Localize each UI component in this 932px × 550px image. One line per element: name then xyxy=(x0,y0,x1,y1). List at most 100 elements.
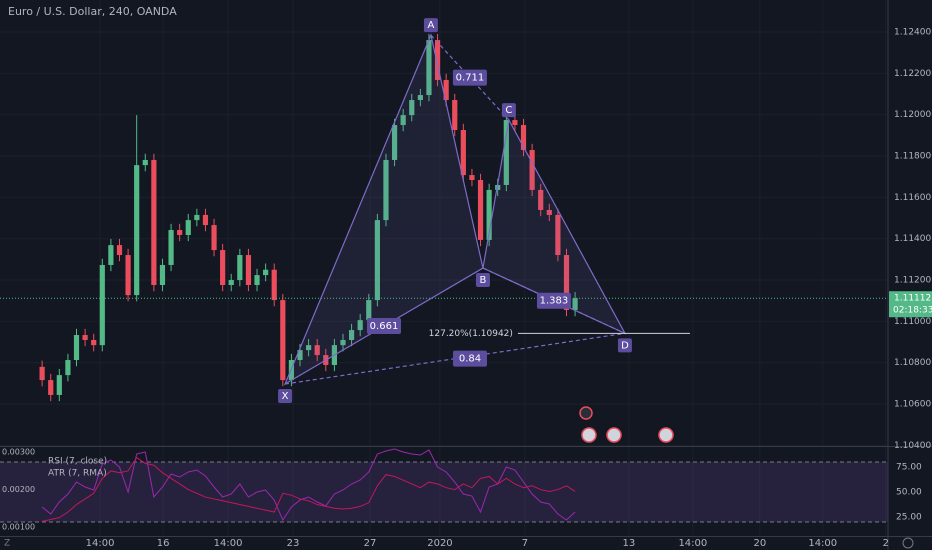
chart-title: Euro / U.S. Dollar, 240, OANDA xyxy=(8,5,177,18)
event-label: 6 xyxy=(620,426,625,435)
x-tick-label: 2020 xyxy=(427,538,452,549)
x-tick-label: 16 xyxy=(157,538,170,549)
x-tick-label: 20 xyxy=(753,538,766,549)
candle-body xyxy=(520,125,527,151)
candle-body xyxy=(503,120,509,185)
candle-body xyxy=(168,230,174,265)
y2-tick-label: 25.00 xyxy=(896,513,922,523)
candle-body xyxy=(202,214,209,226)
countdown-label: 02:18:33 xyxy=(893,306,932,316)
ratio-label-box xyxy=(366,318,401,335)
corner-label[interactable]: Z xyxy=(4,539,10,549)
y-tick-label: 1.12400 xyxy=(894,28,931,38)
candle-body xyxy=(538,189,544,210)
y-tick-label: 1.11800 xyxy=(894,152,931,162)
rsi-band xyxy=(0,462,888,522)
candle-body xyxy=(194,214,200,221)
indicator-line xyxy=(41,448,576,522)
y2-tick-label: 75.00 xyxy=(896,463,922,473)
point-label: A xyxy=(428,20,435,31)
point-label: D xyxy=(621,340,629,351)
candle-body xyxy=(82,335,88,340)
ratio-label-box xyxy=(452,69,487,86)
candle-body xyxy=(185,220,191,235)
candle-body xyxy=(211,225,217,251)
event-icon[interactable] xyxy=(579,406,593,420)
candle-body xyxy=(237,255,243,281)
settings-icon[interactable] xyxy=(902,537,914,549)
candle-body xyxy=(460,129,466,176)
candle-body xyxy=(99,264,105,346)
y-tick-label: 1.12200 xyxy=(894,69,931,79)
candle-body xyxy=(546,209,552,215)
candle-body xyxy=(280,300,286,381)
y-tick-label: 1.12000 xyxy=(894,110,931,120)
candle-body xyxy=(348,330,355,340)
candle-body xyxy=(228,280,234,286)
candle-body xyxy=(177,230,183,235)
point-label-box xyxy=(501,103,516,118)
candle-body xyxy=(48,380,54,395)
candle-body xyxy=(486,189,492,240)
event-icon xyxy=(606,427,622,443)
candle-body xyxy=(65,360,71,376)
candle-body xyxy=(116,245,123,256)
point-label-box xyxy=(475,273,490,288)
y-tick-label: 1.10400 xyxy=(894,441,931,451)
candle-body xyxy=(297,350,303,361)
x-tick-label: 27 xyxy=(364,538,377,549)
candle-body xyxy=(409,100,415,116)
ratio-label: 0.84 xyxy=(459,354,481,365)
candle-body xyxy=(400,115,406,126)
event-icon xyxy=(581,427,597,443)
y-tick-label: 1.11000 xyxy=(894,317,931,327)
y-tick-label: 0.00100 xyxy=(2,523,35,532)
candle-body xyxy=(555,214,561,256)
candle-body xyxy=(443,79,449,101)
point-label-box xyxy=(278,388,293,403)
candle-body xyxy=(56,375,62,395)
candle-body xyxy=(469,175,475,181)
point-label: C xyxy=(505,105,512,116)
legend-entry: RSI (7, close) xyxy=(48,457,107,467)
candle-body xyxy=(452,100,458,130)
candle-body xyxy=(340,339,346,346)
event-label: 7 xyxy=(672,426,677,435)
y-tick-label: 0.00300 xyxy=(2,448,35,457)
x-tick-label: 2 xyxy=(883,538,889,549)
point-label: B xyxy=(480,275,487,286)
candle-body xyxy=(434,40,441,80)
candle-body xyxy=(306,345,312,351)
x-tick-label: 7 xyxy=(522,538,528,549)
candle-body xyxy=(151,159,157,286)
point-label-box xyxy=(617,338,632,353)
candle-body xyxy=(391,125,398,160)
candle-body xyxy=(512,120,518,126)
candle-body xyxy=(366,300,372,321)
candle-body xyxy=(529,150,535,190)
x-tick-label: 14:00 xyxy=(678,538,707,549)
candle-body xyxy=(73,335,80,361)
candle-body xyxy=(245,255,252,286)
x-tick-label: 23 xyxy=(287,538,300,549)
candle-body xyxy=(91,339,97,346)
candle-body xyxy=(271,269,277,301)
y-tick-label: 1.10600 xyxy=(894,400,931,410)
candle-body xyxy=(159,264,166,286)
x-tick-label: 14:00 xyxy=(214,538,243,549)
candle-body xyxy=(426,40,432,96)
candle-body xyxy=(563,255,570,311)
legend-entry: ATR (7, RMA) xyxy=(48,469,107,479)
candle-body xyxy=(314,345,320,356)
y2-tick-label: 50.00 xyxy=(896,488,922,498)
y-tick-label: 1.11400 xyxy=(894,234,931,244)
candle-body xyxy=(220,250,226,286)
y-tick-label: 1.10800 xyxy=(894,358,931,368)
point-label-box xyxy=(423,18,438,33)
candle-body xyxy=(495,184,501,190)
y-tick-label: 1.11200 xyxy=(894,276,931,286)
candle-body xyxy=(254,275,260,286)
x-tick-label: 14:00 xyxy=(86,538,115,549)
candle-body xyxy=(357,320,363,331)
